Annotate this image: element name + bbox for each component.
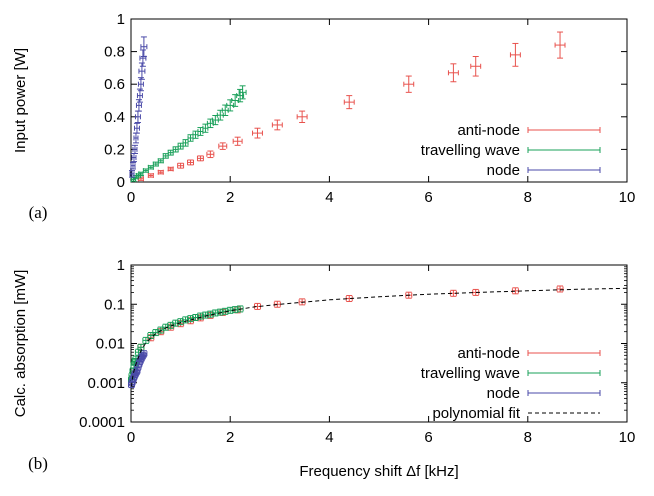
y-tick-label: 1: [117, 257, 125, 274]
data-point: [218, 142, 228, 150]
plot-frame: [130, 18, 628, 183]
x-tick-label: 6: [424, 189, 432, 206]
y-tick-label: 0: [117, 174, 125, 191]
data-point: [226, 99, 235, 112]
x-tick-label: 2: [226, 429, 234, 446]
data-point: [343, 95, 355, 110]
data-point: [157, 158, 164, 164]
data-point: [196, 155, 204, 162]
x-tick-label: 0: [127, 189, 135, 206]
data-point: [252, 127, 263, 139]
data-point: [132, 132, 139, 144]
data-point: [167, 166, 174, 172]
data-point: [134, 110, 141, 124]
data-point: [128, 170, 135, 178]
data-point: [152, 329, 160, 337]
fit-line: [131, 287, 628, 387]
data-point: [232, 136, 243, 146]
data-point: [177, 162, 185, 169]
series-node: [128, 36, 148, 178]
data-point: [129, 161, 136, 170]
data-point: [197, 127, 204, 136]
data-point: [206, 150, 215, 159]
y-tick-label: 0.2: [104, 141, 125, 158]
panel-a: 0 2 4 6 8 10 0 0.2 0.4 0.6 0.8 1 Input power [W] (a) a…: [12, 11, 635, 222]
data-point: [231, 94, 240, 107]
legend: anti-node travelling wave node: [421, 122, 601, 179]
data-point: [138, 62, 146, 80]
data-point: [236, 305, 244, 313]
data-point: [137, 171, 144, 177]
x-tick-label: 8: [524, 429, 532, 446]
data-point: [187, 159, 194, 166]
legend: anti-node travelling wave node polynomial f…: [421, 345, 601, 422]
series-anti-node: [137, 285, 564, 351]
plot-frame: [130, 264, 628, 423]
x-tick-label: 2: [226, 189, 234, 206]
y-tick-label: 0.4: [104, 109, 125, 126]
series-anti-node: [137, 31, 566, 182]
data-point: [509, 42, 521, 67]
y-tick-label: 1: [117, 11, 125, 28]
data-point: [211, 309, 219, 317]
data-point: [345, 295, 353, 303]
legend-label: node: [487, 385, 520, 402]
data-point: [133, 122, 140, 134]
x-tick-label: 10: [619, 189, 636, 206]
legend-label: polynomial fit: [432, 405, 520, 422]
data-point: [162, 153, 169, 159]
y-tick-label: 0.6: [104, 76, 125, 93]
panel-label: (b): [28, 454, 48, 473]
legend-label: travelling wave: [421, 142, 520, 159]
series-travelling-wave: [130, 85, 247, 183]
data-point: [296, 110, 308, 124]
data-point: [447, 63, 459, 83]
data-point: [152, 161, 159, 167]
y-tick-label: 0.01: [96, 336, 125, 353]
legend-label: travelling wave: [421, 365, 520, 382]
x-tick-label: 4: [325, 189, 333, 206]
legend-label: anti-node: [457, 345, 520, 362]
data-point: [403, 75, 415, 93]
x-tick-label: 6: [424, 429, 432, 446]
legend-label: anti-node: [457, 122, 520, 139]
panel-b: 0 2 4 6 8 10 0.0001 0.001 0.01 0.1 1 Calc. absorpti…: [12, 257, 635, 480]
panel-label: (a): [29, 203, 48, 222]
y-axis-label: Calc. absorption [mW]: [12, 270, 29, 418]
data-point: [139, 49, 147, 67]
y-axis-label: Input power [W]: [12, 48, 29, 153]
y-tick-label: 0.001: [87, 375, 125, 392]
data-point: [157, 169, 164, 175]
data-point: [137, 77, 144, 92]
series-polynomial-fit: [131, 287, 628, 387]
data-point: [131, 144, 138, 154]
series-node: [127, 350, 148, 389]
data-point: [470, 55, 482, 77]
x-tick-label: 4: [325, 429, 333, 446]
data-point: [147, 172, 154, 178]
legend-label: node: [487, 162, 520, 179]
data-point: [554, 31, 566, 59]
data-point: [556, 285, 564, 293]
x-tick-label: 8: [524, 189, 532, 206]
data-point: [136, 88, 143, 103]
data-point: [130, 152, 137, 163]
y-tick-label: 0.8: [104, 44, 125, 61]
x-axis-label: Frequency shift Δf [kHz]: [299, 463, 458, 480]
data-point: [140, 36, 148, 57]
y-tick-label: 0.0001: [79, 414, 125, 431]
data-point: [472, 288, 480, 296]
x-tick-label: 0: [127, 429, 135, 446]
y-tick-label: 0.1: [104, 296, 125, 313]
data-point: [238, 85, 247, 100]
x-tick-label: 10: [619, 429, 636, 446]
series-travelling-wave: [127, 305, 244, 384]
data-point: [271, 119, 283, 131]
data-point: [182, 139, 189, 147]
data-point: [135, 99, 142, 112]
